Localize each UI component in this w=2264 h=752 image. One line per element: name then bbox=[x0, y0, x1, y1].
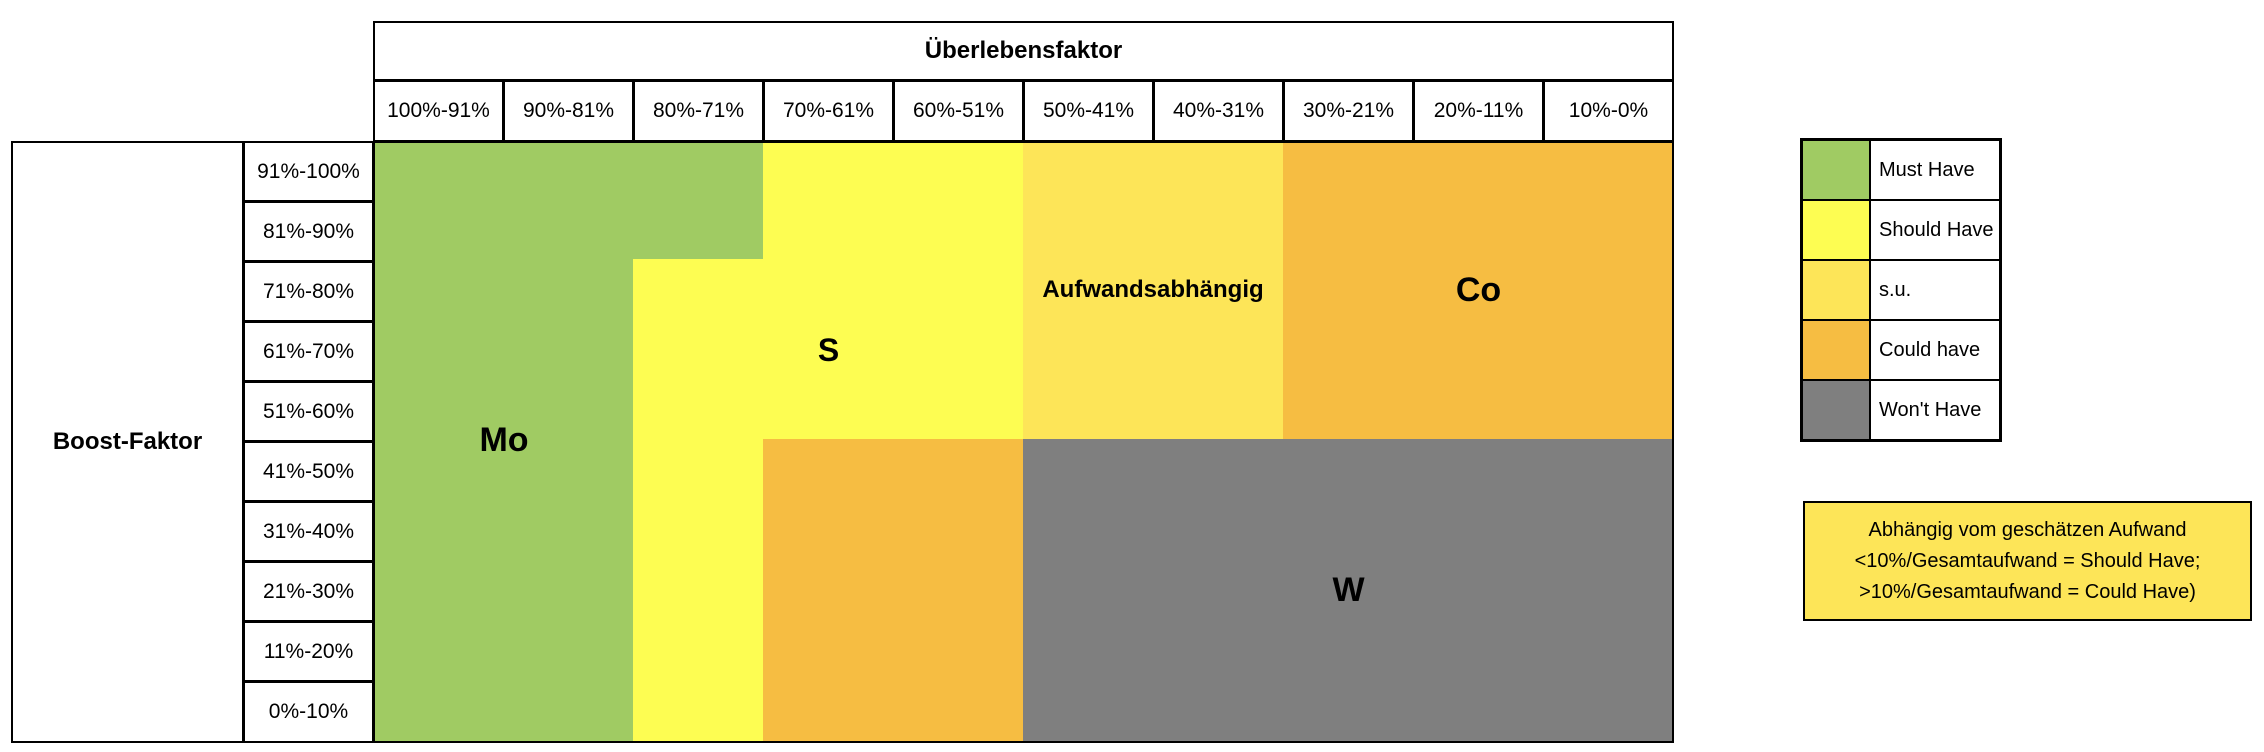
region-label-must: Mo bbox=[479, 420, 529, 459]
legend-swatch-could bbox=[1803, 321, 1871, 381]
row-axis-title: Boost-Faktor bbox=[11, 141, 244, 743]
row-label: 61%-70% bbox=[243, 321, 374, 382]
column-label: 80%-71% bbox=[633, 80, 764, 142]
region-should-top bbox=[763, 142, 1023, 260]
column-label: 100%-91% bbox=[373, 80, 504, 142]
region-must-top bbox=[374, 142, 764, 260]
row-label: 21%-30% bbox=[243, 561, 374, 622]
row-label: 31%-40% bbox=[243, 501, 374, 562]
row-label: 51%-60% bbox=[243, 381, 374, 442]
region-wont bbox=[1023, 439, 1673, 742]
region-should-middle bbox=[633, 259, 1023, 440]
row-label: 41%-50% bbox=[243, 441, 374, 502]
region-label-su: Aufwandsabhängig bbox=[1042, 276, 1264, 303]
column-label: 60%-51% bbox=[893, 80, 1024, 142]
row-label: 91%-100% bbox=[243, 141, 374, 202]
note-line: Abhängig vom geschätzen Aufwand bbox=[1868, 519, 2187, 541]
legend-label-could: Could have bbox=[1871, 321, 1999, 381]
note-line: >10%/Gesamtaufwand = Could Have) bbox=[1859, 581, 2196, 603]
region-could-upper bbox=[1283, 142, 1673, 440]
column-label: 90%-81% bbox=[503, 80, 634, 142]
column-label: 40%-31% bbox=[1153, 80, 1284, 142]
note-box: Abhängig vom geschätzen Aufwand <10%/Ges… bbox=[1803, 501, 2252, 621]
region-should-bottom bbox=[633, 439, 764, 742]
column-label: 50%-41% bbox=[1023, 80, 1154, 142]
column-axis-title: Überlebensfaktor bbox=[373, 21, 1674, 81]
row-label: 81%-90% bbox=[243, 201, 374, 262]
legend-label-must: Must Have bbox=[1871, 141, 1999, 201]
row-label: 0%-10% bbox=[243, 681, 374, 743]
legend-label-wont: Won't Have bbox=[1879, 398, 1982, 421]
legend-swatch-su bbox=[1803, 261, 1871, 321]
legend-label-should: Should Have bbox=[1871, 201, 1999, 261]
legend-label-su: s.u. bbox=[1871, 261, 1999, 321]
legend-swatch-wont bbox=[1803, 381, 1871, 439]
legend-swatch-must bbox=[1803, 141, 1871, 201]
column-label: 20%-11% bbox=[1413, 80, 1544, 142]
legend-swatch-should bbox=[1803, 201, 1871, 261]
region-could-lower bbox=[763, 439, 1023, 742]
region-label-should: S bbox=[817, 331, 840, 368]
region-su bbox=[1023, 142, 1283, 440]
region-label-could: Co bbox=[1455, 270, 1502, 309]
column-label: 10%-0% bbox=[1543, 80, 1674, 142]
column-label: 30%-21% bbox=[1283, 80, 1414, 142]
column-label: 70%-61% bbox=[763, 80, 894, 142]
row-label: 71%-80% bbox=[243, 261, 374, 322]
row-label: 11%-20% bbox=[243, 621, 374, 682]
region-must-body bbox=[374, 259, 634, 742]
region-label-wont: W bbox=[1332, 570, 1365, 609]
note-line: <10%/Gesamtaufwand = Should Have; bbox=[1854, 550, 2201, 572]
legend-frame bbox=[1800, 138, 2002, 442]
